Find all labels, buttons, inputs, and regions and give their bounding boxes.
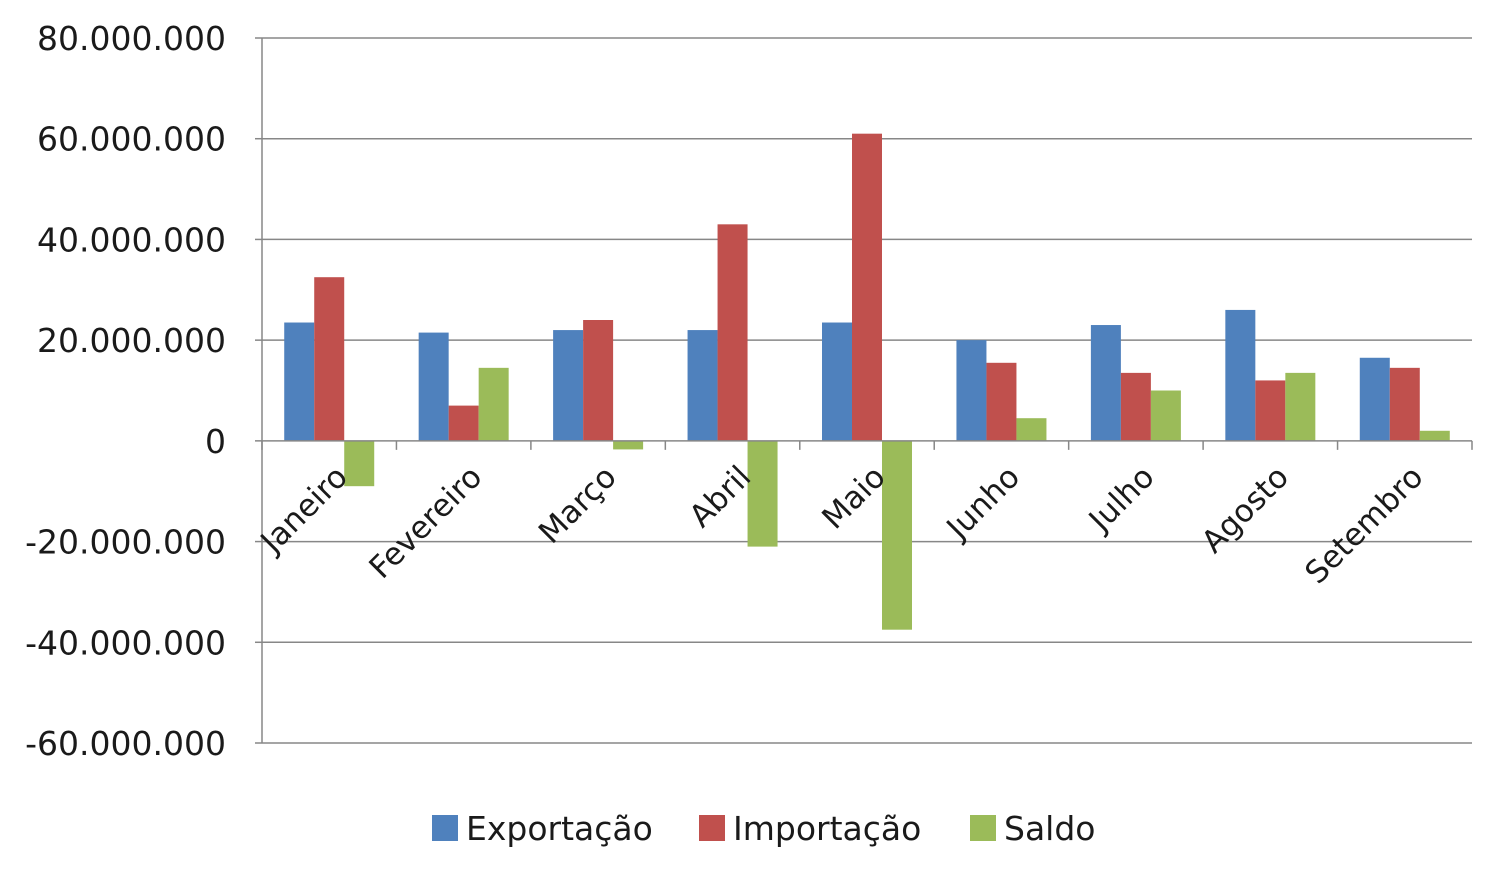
bar-saldo-abril xyxy=(747,440,778,547)
legend-label: Saldo xyxy=(1004,809,1095,848)
x-tick-label: Março xyxy=(532,459,624,551)
y-axis-tick-labels: 80.000.000 60.000.000 40.000.000 20.000.000… xyxy=(25,19,226,763)
bar-exportacao-maio xyxy=(822,322,852,441)
bar-saldo-junho xyxy=(1016,418,1047,441)
legend-item-exportacao: Exportação xyxy=(432,809,653,848)
y-tick-label: 60.000.000 xyxy=(37,120,226,159)
legend-label: Importação xyxy=(733,809,921,848)
x-tick-label: Abril xyxy=(683,459,759,535)
bar-exportacao-marco xyxy=(553,330,584,441)
bar-exportacao-julho xyxy=(1090,325,1121,441)
x-tick-label: Fevereiro xyxy=(362,459,489,586)
y-tick-label: 40.000.000 xyxy=(37,220,226,259)
x-axis-tick-labels: Janeiro Fevereiro Março Abril Maio Junho Julho… xyxy=(253,459,1431,591)
x-tick-label: Setembro xyxy=(1298,459,1430,591)
y-tick-label: -60.000.000 xyxy=(25,724,226,763)
x-tick-label: Maio xyxy=(815,459,892,536)
legend-swatch xyxy=(432,815,458,841)
bar-importacao-agosto xyxy=(1255,380,1286,441)
bar-saldo-janeiro xyxy=(344,440,375,487)
y-tick-label: -40.000.000 xyxy=(25,623,226,662)
y-tick-label: 80.000.000 xyxy=(37,19,226,58)
bar-importacao-marco xyxy=(583,320,614,441)
x-tick-label: Agosto xyxy=(1195,459,1296,560)
bar-exportacao-agosto xyxy=(1225,309,1256,441)
bar-exportacao-setembro xyxy=(1359,357,1390,441)
bars xyxy=(284,133,1450,630)
legend-item-importacao: Importação xyxy=(699,809,921,848)
bar-saldo-marco xyxy=(613,440,644,450)
bar-exportacao-abril xyxy=(687,330,718,441)
x-tick-label: Janeiro xyxy=(253,459,355,561)
bar-saldo-julho xyxy=(1150,390,1181,441)
bar-importacao-julho xyxy=(1120,372,1151,441)
bar-exportacao-fevereiro xyxy=(418,332,449,441)
legend-swatch xyxy=(699,815,725,841)
x-tick-label: Julho xyxy=(1081,459,1162,540)
bar-saldo-setembro xyxy=(1419,430,1450,441)
bar-saldo-fevereiro xyxy=(478,367,509,441)
y-tick-label: 20.000.000 xyxy=(37,321,226,360)
bar-exportacao-janeiro xyxy=(284,322,315,441)
bar-saldo-agosto xyxy=(1285,372,1316,441)
bar-exportacao-junho xyxy=(956,340,987,441)
bar-saldo-maio xyxy=(882,440,912,630)
legend-swatch xyxy=(970,815,996,841)
bar-importacao-fevereiro xyxy=(448,405,479,441)
x-tick-label: Junho xyxy=(939,459,1027,547)
legend-item-saldo: Saldo xyxy=(970,809,1095,848)
y-tick-label: 0 xyxy=(205,422,226,461)
bar-importacao-abril xyxy=(717,224,748,441)
legend: Exportação Importação Saldo xyxy=(432,809,1095,848)
bar-importacao-junho xyxy=(986,362,1017,441)
axes xyxy=(255,37,1473,744)
bar-importacao-janeiro xyxy=(314,277,345,441)
bar-importacao-maio xyxy=(852,133,882,441)
legend-label: Exportação xyxy=(466,809,653,848)
bar-importacao-setembro xyxy=(1389,367,1420,441)
y-tick-label: -20.000.000 xyxy=(25,523,226,562)
